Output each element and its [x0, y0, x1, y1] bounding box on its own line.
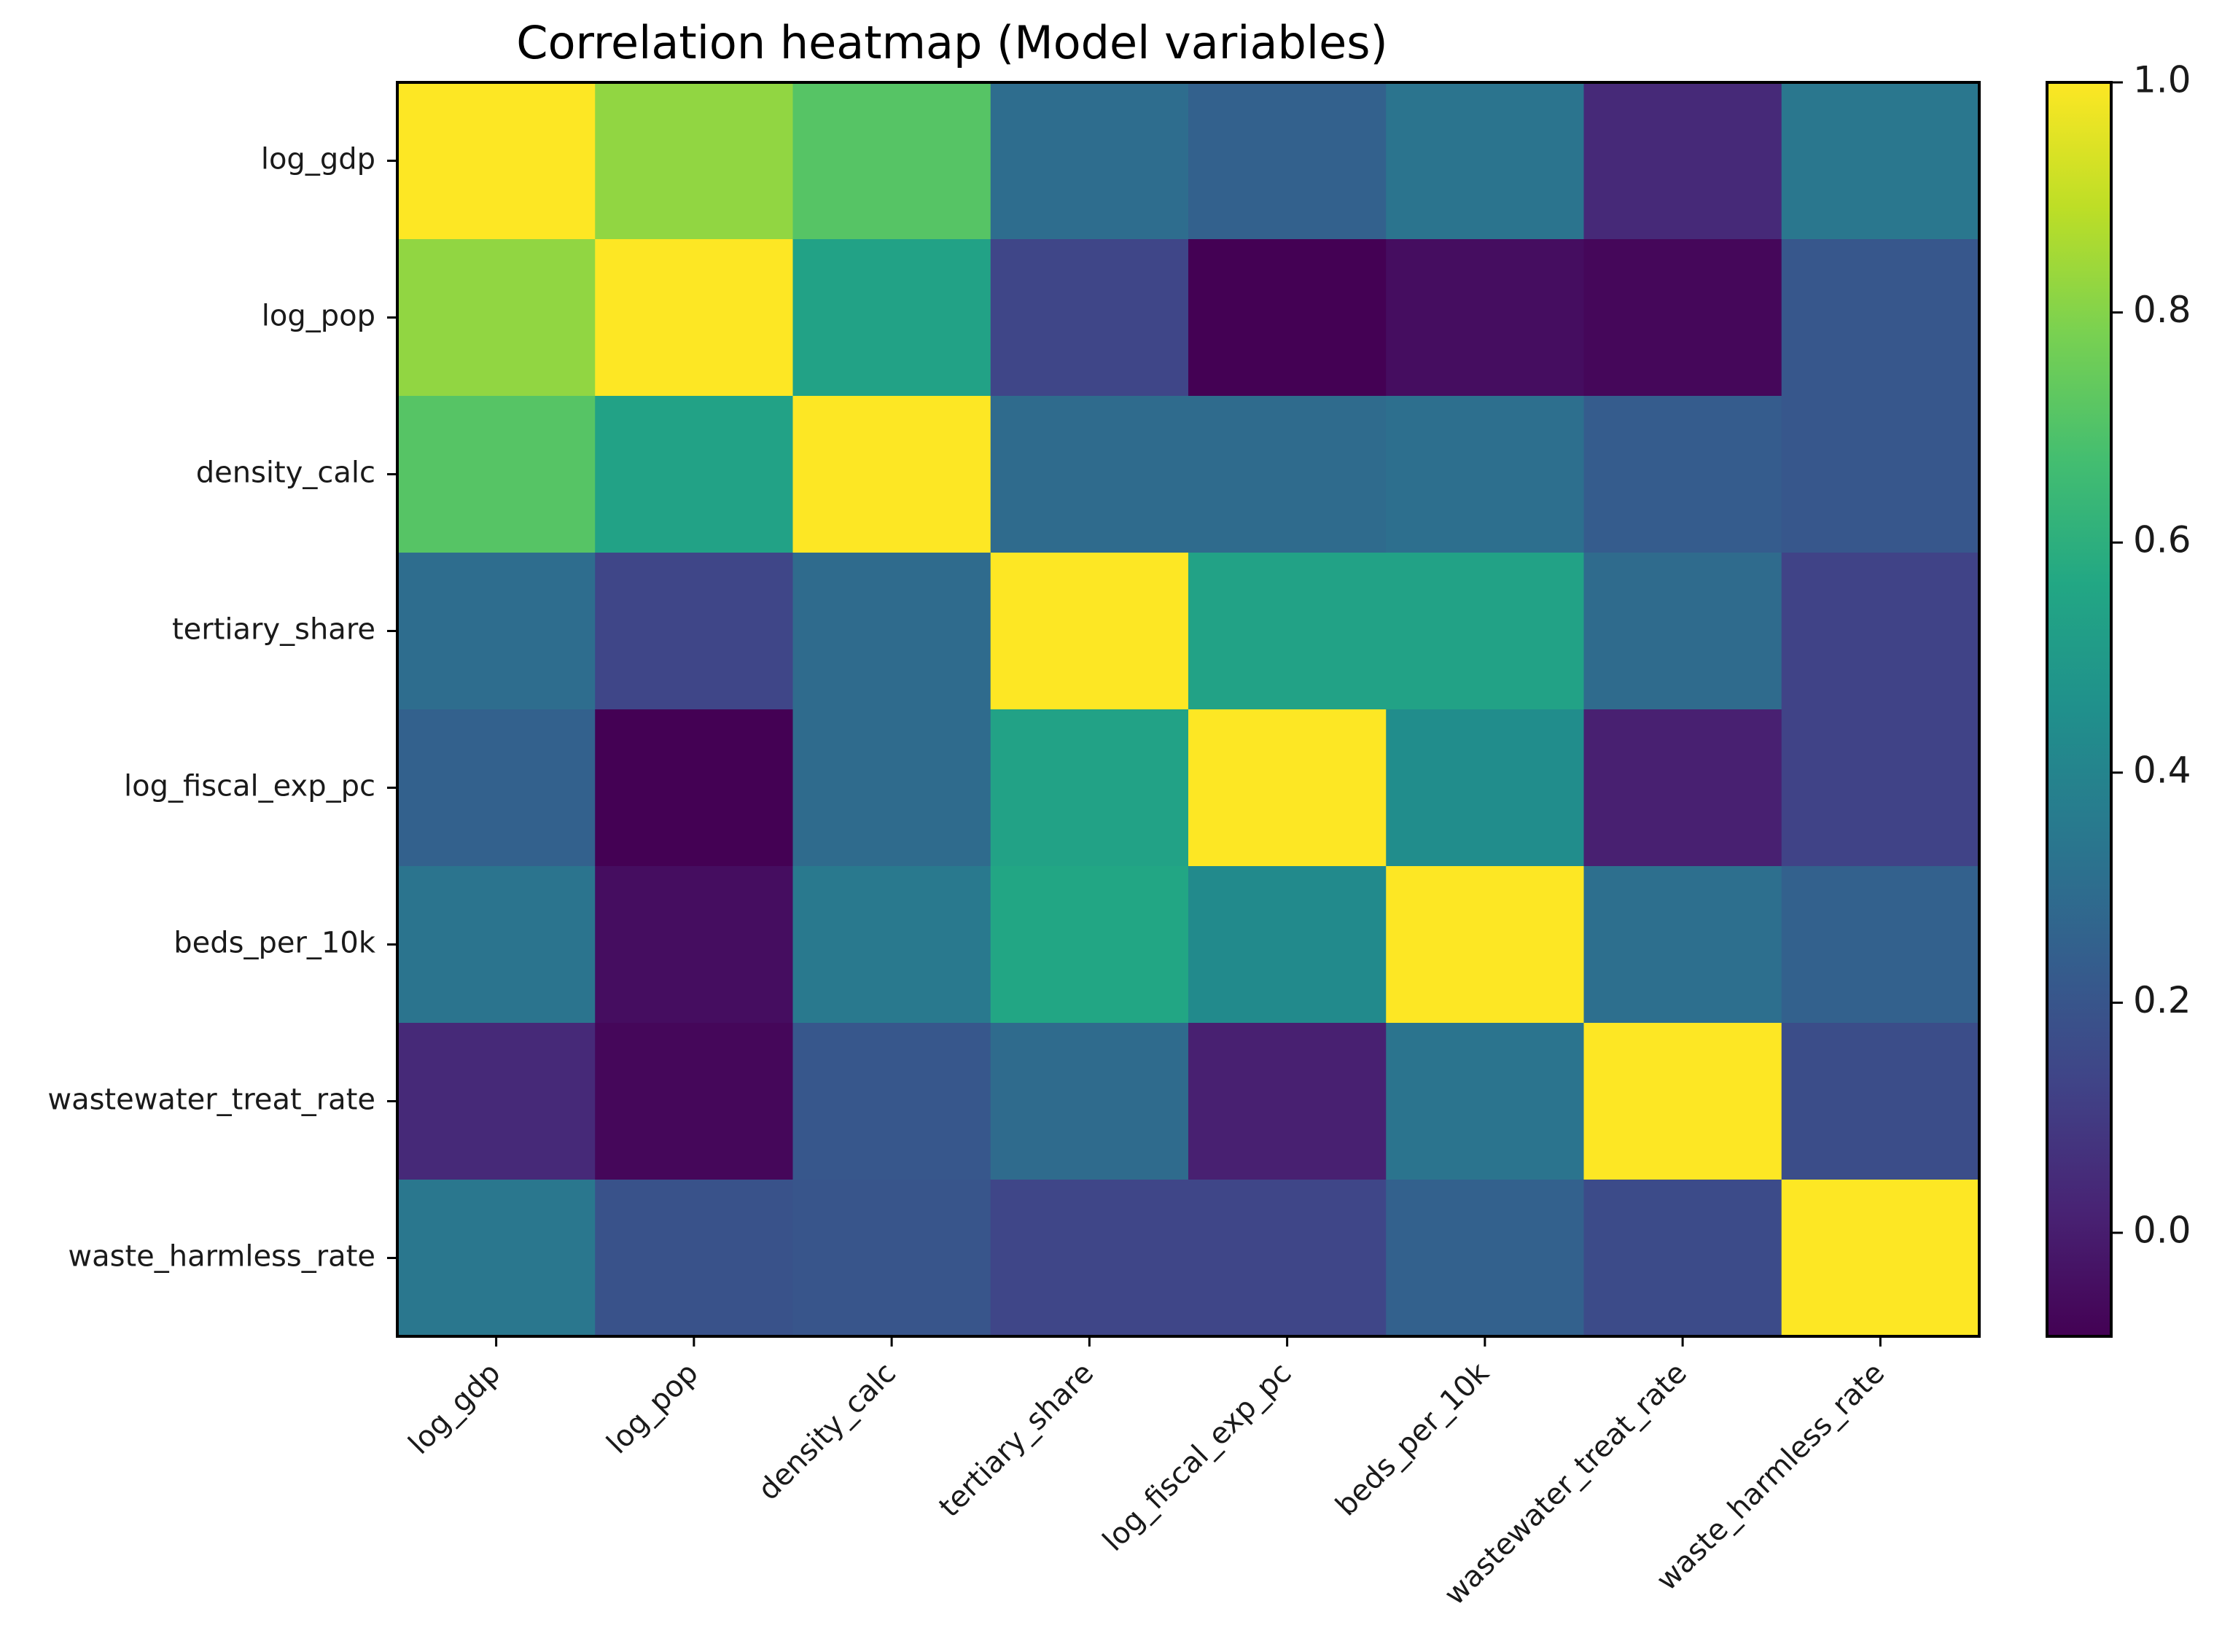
heatmap-cell-log_fiscal_exp_pc-log_fiscal_exp_pc — [1188, 709, 1387, 867]
y-tick-label: density_calc — [196, 456, 375, 490]
heatmap-cell-waste_harmless_rate-density_calc — [792, 1180, 991, 1337]
colorbar-tick-label: 0.0 — [2133, 1209, 2191, 1251]
heatmap-cell-log_gdp-density_calc — [792, 82, 991, 240]
heatmap-cells — [397, 82, 1980, 1337]
colorbar-tick-label: 1.0 — [2133, 59, 2191, 101]
heatmap-cell-log_pop-tertiary_share — [990, 239, 1189, 397]
colorbar-tick-label: 0.2 — [2133, 979, 2191, 1021]
heatmap-cell-wastewater_treat_rate-log_gdp — [397, 1023, 596, 1180]
x-tick-label: beds_per_10k — [1330, 1356, 1497, 1523]
heatmap-cell-log_fiscal_exp_pc-wastewater_treat_rate — [1583, 709, 1782, 867]
y-tick-label: log_pop — [262, 300, 375, 333]
heatmap-cell-log_fiscal_exp_pc-tertiary_share — [990, 709, 1189, 867]
x-tick-label: log_fiscal_exp_pc — [1096, 1356, 1298, 1557]
heatmap-cell-wastewater_treat_rate-log_fiscal_exp_pc — [1188, 1023, 1387, 1180]
heatmap-cell-beds_per_10k-log_fiscal_exp_pc — [1188, 866, 1387, 1024]
heatmap-cell-log_pop-waste_harmless_rate — [1781, 239, 1980, 397]
heatmap-cell-log_gdp-tertiary_share — [990, 82, 1189, 240]
heatmap-cell-tertiary_share-wastewater_treat_rate — [1583, 553, 1782, 710]
heatmap-cell-log_pop-log_gdp — [397, 239, 596, 397]
heatmap-cell-beds_per_10k-log_gdp — [397, 866, 596, 1024]
colorbar-tick-label: 0.8 — [2133, 289, 2191, 331]
heatmap-cell-log_pop-density_calc — [792, 239, 991, 397]
heatmap-cell-tertiary_share-log_pop — [595, 553, 794, 710]
heatmap-cell-wastewater_treat_rate-tertiary_share — [990, 1023, 1189, 1180]
colorbar-tick-label: 0.6 — [2133, 519, 2191, 561]
heatmap-cell-tertiary_share-waste_harmless_rate — [1781, 553, 1980, 710]
colorbar — [2046, 81, 2113, 1338]
heatmap-cell-density_calc-wastewater_treat_rate — [1583, 396, 1782, 553]
heatmap-cell-density_calc-beds_per_10k — [1386, 396, 1585, 553]
heatmap-cell-density_calc-log_gdp — [397, 396, 596, 553]
heatmap-cell-log_fiscal_exp_pc-density_calc — [792, 709, 991, 867]
y-tick-label: tertiary_share — [172, 613, 375, 647]
colorbar-ticks: 0.0 0.2 0.4 0.6 0.8 1.0 — [2111, 59, 2191, 1251]
y-tick-label: wastewater_treat_rate — [47, 1083, 375, 1117]
heatmap-cell-beds_per_10k-waste_harmless_rate — [1781, 866, 1980, 1024]
heatmap-cell-density_calc-waste_harmless_rate — [1781, 396, 1980, 553]
heatmap-cell-log_fiscal_exp_pc-log_pop — [595, 709, 794, 867]
heatmap-cell-wastewater_treat_rate-log_pop — [595, 1023, 794, 1180]
heatmap-cell-log_gdp-beds_per_10k — [1386, 82, 1585, 240]
heatmap-cell-waste_harmless_rate-wastewater_treat_rate — [1583, 1180, 1782, 1337]
heatmap-cell-log_pop-log_pop — [595, 239, 794, 397]
heatmap-cell-waste_harmless_rate-waste_harmless_rate — [1781, 1180, 1980, 1337]
x-tick-label: log_gdp — [402, 1356, 507, 1461]
heatmap-cell-log_gdp-log_gdp — [397, 82, 596, 240]
heatmap-cell-log_gdp-wastewater_treat_rate — [1583, 82, 1782, 240]
heatmap-cell-wastewater_treat_rate-waste_harmless_rate — [1781, 1023, 1980, 1180]
heatmap-cell-tertiary_share-density_calc — [792, 553, 991, 710]
heatmap-cell-log_pop-beds_per_10k — [1386, 239, 1585, 397]
heatmap-cell-density_calc-density_calc — [792, 396, 991, 553]
x-tick-label: density_calc — [752, 1356, 903, 1507]
colorbar-tick-label: 0.4 — [2133, 749, 2191, 791]
y-axis-ticks: log_gdp log_pop density_calc tertiary_share… — [47, 143, 397, 1274]
heatmap-cell-tertiary_share-tertiary_share — [990, 553, 1189, 710]
y-tick-label: beds_per_10k — [174, 927, 376, 960]
heatmap-cell-beds_per_10k-tertiary_share — [990, 866, 1189, 1024]
heatmap-cell-log_fiscal_exp_pc-beds_per_10k — [1386, 709, 1585, 867]
heatmap-cell-log_fiscal_exp_pc-log_gdp — [397, 709, 596, 867]
heatmap-cell-density_calc-tertiary_share — [990, 396, 1189, 553]
heatmap-cell-beds_per_10k-wastewater_treat_rate — [1583, 866, 1782, 1024]
y-tick-label: log_gdp — [261, 143, 375, 176]
heatmap-cell-tertiary_share-beds_per_10k — [1386, 553, 1585, 710]
heatmap-cell-log_fiscal_exp_pc-waste_harmless_rate — [1781, 709, 1980, 867]
heatmap-cell-waste_harmless_rate-beds_per_10k — [1386, 1180, 1585, 1337]
x-tick-label: tertiary_share — [932, 1356, 1100, 1524]
x-tick-label: waste_harmless_rate — [1650, 1356, 1892, 1597]
heatmap-cell-beds_per_10k-log_pop — [595, 866, 794, 1024]
heatmap-cell-beds_per_10k-beds_per_10k — [1386, 866, 1585, 1024]
y-tick-label: log_fiscal_exp_pc — [124, 770, 375, 803]
heatmap-cell-wastewater_treat_rate-beds_per_10k — [1386, 1023, 1585, 1180]
y-tick-label: waste_harmless_rate — [68, 1240, 375, 1274]
heatmap-cell-wastewater_treat_rate-wastewater_treat_rate — [1583, 1023, 1782, 1180]
heatmap-cell-waste_harmless_rate-log_fiscal_exp_pc — [1188, 1180, 1387, 1337]
heatmap-cell-tertiary_share-log_gdp — [397, 553, 596, 710]
chart-title: Correlation heatmap (Model variables) — [516, 16, 1387, 69]
heatmap-cell-density_calc-log_pop — [595, 396, 794, 553]
plot-frame — [396, 81, 1981, 1338]
heatmap-cell-log_gdp-waste_harmless_rate — [1781, 82, 1980, 240]
heatmap-cell-waste_harmless_rate-log_gdp — [397, 1180, 596, 1337]
heatmap-cell-log_pop-log_fiscal_exp_pc — [1188, 239, 1387, 397]
heatmap-cell-log_gdp-log_pop — [595, 82, 794, 240]
heatmap-cell-tertiary_share-log_fiscal_exp_pc — [1188, 553, 1387, 710]
heatmap-cell-waste_harmless_rate-log_pop — [595, 1180, 794, 1337]
x-axis-ticks: log_gdp log_pop density_calc tertiary_share… — [402, 1336, 1891, 1612]
heatmap-cell-log_pop-wastewater_treat_rate — [1583, 239, 1782, 397]
heatmap-cell-density_calc-log_fiscal_exp_pc — [1188, 396, 1387, 553]
heatmap-cell-log_gdp-log_fiscal_exp_pc — [1188, 82, 1387, 240]
heatmap-cell-wastewater_treat_rate-density_calc — [792, 1023, 991, 1180]
heatmap-cell-waste_harmless_rate-tertiary_share — [990, 1180, 1189, 1337]
x-tick-label: log_pop — [601, 1356, 705, 1460]
heatmap-cell-beds_per_10k-density_calc — [792, 866, 991, 1024]
